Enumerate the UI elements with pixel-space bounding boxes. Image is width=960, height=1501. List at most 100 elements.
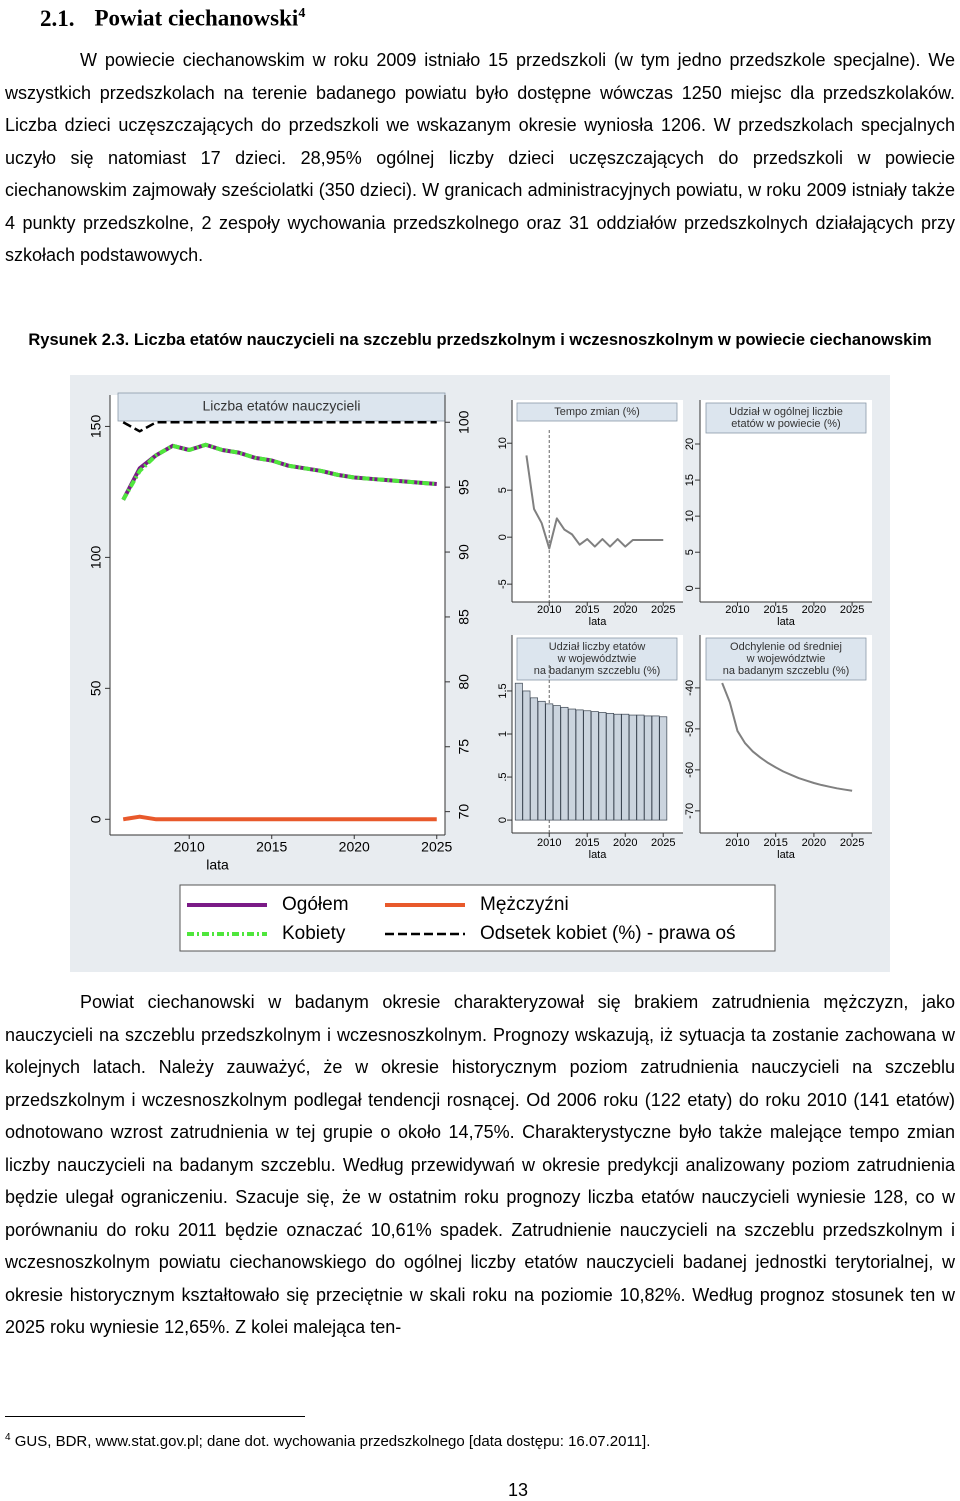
panel-title: etatów w powiecie (%) [731, 418, 840, 430]
x-tick-label: 2010 [537, 837, 561, 849]
series-line [721, 682, 853, 792]
panel-title: w województwie [746, 653, 826, 665]
y-tick-label: 1.5 [497, 683, 509, 698]
series-line [121, 442, 437, 501]
bar [606, 712, 614, 821]
y-tick-label: 0 [497, 817, 509, 823]
bar [545, 703, 554, 821]
x-tick-label: 2025 [651, 837, 675, 849]
x-axis-label: lata [589, 616, 608, 628]
bar [583, 710, 592, 821]
panel-title: Odchylenie od średniej [730, 641, 842, 653]
plot-area [700, 400, 872, 602]
series-line [122, 814, 437, 822]
x-tick-label: 2015 [763, 604, 787, 616]
series-line [122, 421, 437, 433]
x-tick-label: 2010 [537, 604, 561, 616]
panel-title-box [516, 637, 678, 681]
caption-text: Liczba etatów nauczycieli na szczeblu pr… [133, 331, 932, 349]
panel-title-box [516, 402, 678, 422]
bar [598, 712, 607, 821]
y-tick-label: 15 [684, 474, 696, 486]
y-tick-label: 1 [497, 731, 509, 737]
series-line [525, 455, 664, 550]
bar [522, 690, 531, 821]
y-tick-label: 100 [88, 545, 104, 569]
y-tick-label: -50 [684, 721, 696, 737]
x-tick-label: 2025 [421, 839, 452, 855]
legend-label: Kobiety [282, 923, 346, 944]
panel-title: Udział liczby etatów [549, 641, 646, 653]
y-tick-label: 100 [456, 410, 472, 434]
x-tick-label: 2025 [651, 604, 675, 616]
panel-title: Udział w ogólnej liczbie [729, 406, 843, 418]
x-tick-label: 2020 [613, 837, 637, 849]
panel-title: na badanym szczeblu (%) [534, 665, 661, 677]
x-tick-label: 2010 [725, 604, 749, 616]
y-tick-label: 0 [684, 585, 696, 591]
footnote-number: 4 [5, 1432, 11, 1443]
x-axis-label: lata [777, 616, 796, 628]
x-tick-label: 2015 [256, 839, 287, 855]
legend-label: Mężczyźni [480, 894, 569, 915]
x-tick-label: 2015 [763, 837, 787, 849]
footnote-text: GUS, BDR, www.stat.gov.pl; dane dot. wyc… [14, 1433, 651, 1450]
bar [575, 709, 584, 821]
y-tick-label: 150 [88, 415, 104, 439]
y-tick-label: 0 [497, 534, 509, 540]
plot-area [512, 400, 683, 602]
bar [644, 715, 652, 821]
bar [590, 711, 599, 821]
footnote-rule [5, 1416, 305, 1417]
y-tick-label: 5 [497, 487, 509, 493]
x-tick-label: 2025 [840, 837, 864, 849]
y-tick-label: -60 [684, 762, 696, 778]
section-heading: 2.1. Powiat ciechanowski4 [40, 0, 305, 33]
figure-caption: Rysunek 2.3. Liczba etatów nauczycieli n… [20, 327, 940, 353]
y-tick-label: 80 [456, 674, 472, 690]
section-title: Powiat ciechanowski [94, 5, 299, 31]
x-tick-label: 2020 [339, 839, 370, 855]
x-tick-label: 2020 [802, 604, 826, 616]
y-tick-label: .5 [497, 772, 509, 781]
y-tick-label: -5 [497, 579, 509, 589]
panel-title: na badanym szczeblu (%) [723, 665, 850, 677]
bar [659, 716, 668, 821]
footnote: 4 GUS, BDR, www.stat.gov.pl; dane dot. w… [5, 1432, 650, 1450]
y-tick-label: -40 [684, 680, 696, 696]
panel-title: Liczba etatów nauczycieli [203, 398, 361, 414]
x-tick-label: 2025 [840, 604, 864, 616]
bar [514, 682, 523, 821]
y-tick-label: 75 [456, 739, 472, 755]
bar [530, 697, 538, 821]
x-tick-label: 2015 [575, 837, 599, 849]
x-tick-label: 2020 [613, 604, 637, 616]
y-tick-label: 90 [456, 544, 472, 560]
y-tick-label: 70 [456, 804, 472, 820]
caption-label: Rysunek 2.3. [28, 331, 130, 349]
y-tick-label: -70 [684, 803, 696, 819]
y-tick-label: 10 [684, 510, 696, 522]
y-tick-label: 5 [684, 549, 696, 555]
section-number: 2.1. [40, 5, 75, 31]
panel-title: Tempo zmian (%) [554, 406, 640, 418]
y-tick-label: 20 [684, 438, 696, 450]
bar [568, 708, 576, 821]
panel-title: w województwie [557, 653, 637, 665]
paragraph: W powiecie ciechanowskim w roku 2009 ist… [5, 50, 955, 265]
y-tick-label: 50 [88, 680, 104, 696]
bar [636, 714, 645, 821]
y-tick-label: 0 [88, 815, 104, 823]
figure: Liczba etatów nauczycieli050100150707580… [70, 375, 890, 972]
x-tick-label: 2015 [575, 604, 599, 616]
panel-title-box [705, 402, 867, 434]
x-tick-label: 2010 [725, 837, 749, 849]
bar [552, 705, 561, 821]
bar [613, 713, 622, 821]
x-tick-label: 2010 [174, 839, 205, 855]
bar [621, 713, 630, 821]
x-axis-label: lata [206, 857, 229, 873]
y-tick-label: 85 [456, 609, 472, 625]
bar [537, 700, 546, 821]
